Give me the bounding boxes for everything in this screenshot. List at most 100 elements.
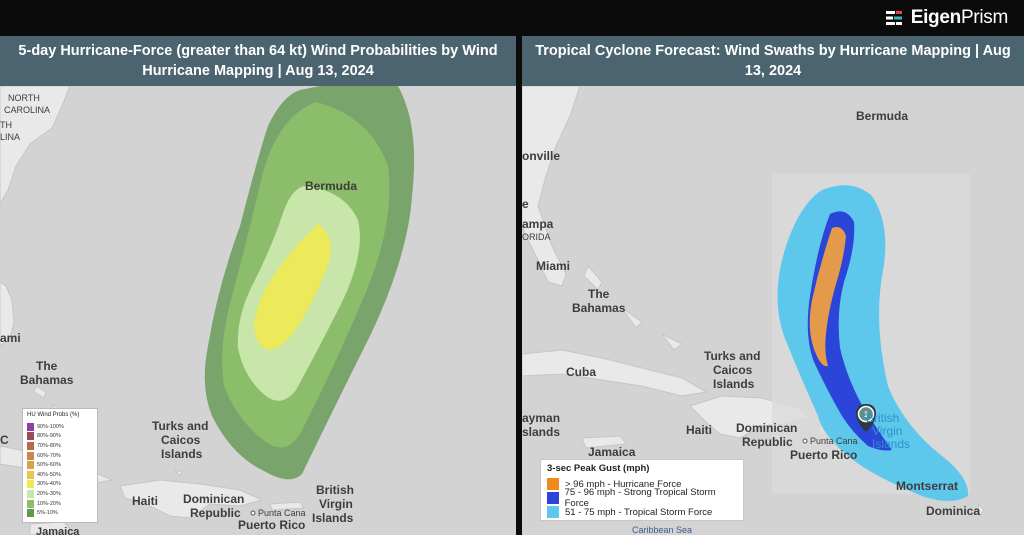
legend-label: 40%-50% (37, 471, 61, 478)
label-haiti: Haiti (132, 494, 158, 508)
top-bar: EigenPrism (0, 0, 1024, 36)
legend-label: 80%-90% (37, 433, 61, 440)
label-north: NORTH (8, 93, 40, 103)
label-ampa: ampa (522, 217, 554, 231)
right-map[interactable]: 1 Bermuda onville e ampa ORIDA Miami The… (522, 86, 1024, 535)
storm-marker-label: 1 (864, 410, 869, 419)
probability-legend-item: 70%-80% (27, 441, 93, 451)
florida-land (522, 86, 581, 287)
label-c: C (0, 433, 9, 447)
wind-probability-legend: HU Wind Probs (%) 90%-100% 80%-90% 70%-80%… (22, 408, 98, 523)
probability-30-40-swath (254, 224, 331, 350)
label-the: The (588, 287, 610, 301)
legend-swatch (27, 441, 34, 450)
label-puerto-rico: Puerto Rico (238, 518, 305, 532)
label-british: British (316, 483, 354, 497)
label-e: e (522, 197, 529, 211)
label-ami: ami (0, 331, 21, 345)
label-republic: Republic (742, 435, 793, 449)
left-panel-title: 5-day Hurricane-Force (greater than 64 k… (0, 36, 516, 86)
label-bermuda: Bermuda (305, 179, 357, 193)
label-orida: ORIDA (522, 232, 551, 242)
legend-label: 75 - 96 mph - Strong Tropical Storm Forc… (564, 487, 716, 509)
left-map[interactable]: NORTH CAROLINA TH LINA Bermuda ami The B… (0, 86, 516, 535)
storm-position-marker[interactable]: 1 (856, 404, 876, 432)
label-punta-cana: Punta Cana (258, 508, 306, 518)
label-jamaica: Jamaica (36, 526, 80, 535)
label-dominican: Dominican (183, 492, 244, 506)
legend-swatch (547, 506, 559, 518)
right-panel-title: Tropical Cyclone Forecast: Wind Swaths b… (522, 36, 1024, 86)
punta-cana-dot (250, 510, 256, 516)
brand: EigenPrism (885, 6, 1008, 30)
label-bermuda: Bermuda (856, 109, 908, 123)
legend-label: 51 - 75 mph - Tropical Storm Force (565, 506, 713, 518)
label-virgin: Virgin (319, 497, 353, 511)
label-bahamas: Bahamas (20, 373, 74, 387)
legend-label: 90%-100% (37, 423, 64, 430)
label-slands: slands (522, 425, 560, 439)
legend-label: 50%-60% (37, 462, 61, 469)
probability-legend-item: 90%-100% (27, 422, 93, 432)
legend-label: 60%-70% (37, 452, 61, 459)
label-puerto-rico: Puerto Rico (790, 448, 857, 462)
legend-swatch (547, 492, 559, 504)
label-haiti: Haiti (686, 423, 712, 437)
right-panel: Tropical Cyclone Forecast: Wind Swaths b… (522, 36, 1024, 535)
legend-swatch (27, 499, 34, 508)
legend-label: > 96 mph - Hurricane Force (565, 478, 682, 490)
label-the: The (36, 359, 58, 373)
legend-swatch (27, 422, 34, 431)
legend-swatch (27, 509, 34, 518)
punta-cana-dot (802, 438, 808, 444)
label-caribbean-sea: Caribbean Sea (632, 525, 692, 535)
legend-label: 5%-10% (37, 510, 58, 517)
gust-legend-item: 75 - 96 mph - Strong Tropical Storm Forc… (547, 487, 737, 509)
legend-label: 30%-40% (37, 481, 61, 488)
legend-swatch (27, 480, 34, 489)
left-panel: 5-day Hurricane-Force (greater than 64 k… (0, 36, 516, 535)
label-british: British (866, 411, 899, 425)
probability-legend-item: 50%-60% (27, 460, 93, 470)
cuba-land (522, 349, 708, 397)
legend-title: HU Wind Probs (%) (27, 412, 80, 418)
probability-legend-item: 20%-30% (27, 489, 93, 499)
brand-name: EigenPrism (910, 7, 1009, 28)
legend-swatch (27, 489, 34, 498)
label-turks-and: Turks and (704, 349, 760, 363)
label-caicos: Caicos (713, 363, 753, 377)
legend-swatch (27, 461, 34, 470)
label-carolina: CAROLINA (4, 105, 50, 115)
legend-label: 10%-20% (37, 500, 61, 507)
label-republic: Republic (190, 506, 241, 520)
us-coast-land (0, 86, 71, 206)
label-montserrat: Montserrat (896, 479, 958, 493)
label-ayman: ayman (522, 411, 560, 425)
label-bahamas: Bahamas (572, 301, 626, 315)
probability-legend-item: 40%-50% (27, 470, 93, 480)
probability-legend-item: 10%-20% (27, 499, 93, 509)
label-caicos: Caicos (161, 433, 201, 447)
gust-legend-item: > 96 mph - Hurricane Force (547, 477, 737, 491)
label-islands-bvi: Islands (872, 437, 910, 451)
label-th: TH (0, 120, 12, 130)
label-onville: onville (522, 149, 560, 163)
legend-swatch (27, 451, 34, 460)
hispaniola-land (119, 479, 264, 519)
probability-legend-item: 5%-10% (27, 508, 93, 518)
probability-legend-item: 30%-40% (27, 480, 93, 490)
label-turks-and: Turks and (152, 419, 208, 433)
label-islands: Islands (161, 447, 203, 461)
probability-legend-item: 60%-70% (27, 451, 93, 461)
label-dominica: Dominica (926, 504, 980, 518)
eigenprism-logo-icon (885, 11, 902, 25)
label-islands-bvi: Islands (312, 511, 354, 525)
label-virgin: Virgin (872, 424, 902, 438)
legend-swatch (27, 470, 34, 479)
label-islands: Islands (713, 377, 755, 391)
label-dominican: Dominican (736, 421, 797, 435)
puerto-rico-land (269, 501, 305, 511)
legend-title: 3-sec Peak Gust (mph) (547, 463, 650, 474)
label-lina: LINA (0, 132, 20, 142)
label-cuba: Cuba (566, 365, 596, 379)
